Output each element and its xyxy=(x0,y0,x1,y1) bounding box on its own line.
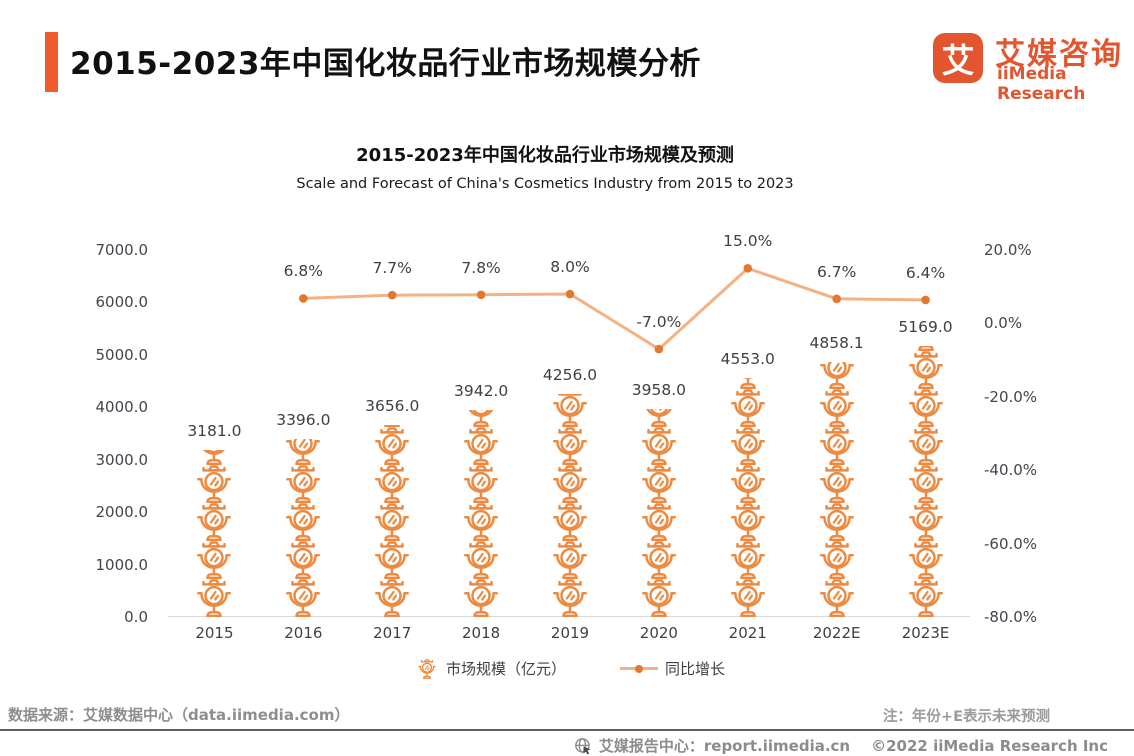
legend-item-market-scale: 市场规模（亿元） xyxy=(415,658,566,679)
line-value-label: 8.0% xyxy=(550,258,590,277)
x-axis-label: 2019 xyxy=(550,624,590,642)
data-source-text: 数据来源：艾媒数据中心（data.iimedia.com） xyxy=(8,706,350,724)
y-axis-tick-left: 5000.0 xyxy=(95,345,149,364)
chart-legend: 市场规模（亿元） 同比增长 xyxy=(170,658,970,679)
chart-title: 2015-2023年中国化妆品行业市场规模及预测 xyxy=(356,145,734,166)
x-axis-label: 2022E xyxy=(812,624,861,642)
y-axis-tick-right: -20.0% xyxy=(984,387,1038,406)
y-axis-tick-right: -40.0% xyxy=(984,461,1038,480)
y-axis-tick-left: 3000.0 xyxy=(95,450,149,469)
x-axis-label: 2020 xyxy=(639,624,678,642)
y-axis-tick-right: 0.0% xyxy=(984,314,1023,333)
y-axis-tick-right: 20.0% xyxy=(984,241,1032,259)
title-accent-bar xyxy=(45,32,58,92)
line-point xyxy=(921,295,930,305)
x-axis-label: 2021 xyxy=(728,624,767,642)
legend-label-market-scale: 市场规模（亿元） xyxy=(445,660,566,678)
line-value-label: 6.8% xyxy=(283,262,324,281)
y-axis-tick-left: 0.0 xyxy=(124,608,148,626)
brand-name-en: iiMedia Research xyxy=(997,64,1086,104)
x-axis-label: 2018 xyxy=(462,624,501,642)
report-center-strip: 艾媒报告中心：report.iimedia.cn ©2022 iiMedia R… xyxy=(574,735,1108,756)
bar-value-label: 3181.0 xyxy=(187,422,242,441)
legend-item-yoy-growth: 同比增长 xyxy=(620,658,725,679)
growth-line xyxy=(303,266,926,351)
line-value-label: 7.8% xyxy=(461,258,501,277)
bar-value-label: 3958.0 xyxy=(631,381,686,400)
bar-value-label: 3942.0 xyxy=(453,382,509,401)
x-axis-label: 2023E xyxy=(901,624,950,642)
footer-divider xyxy=(0,729,1134,731)
y-axis-tick-left: 7000.0 xyxy=(95,241,149,259)
globe-icon xyxy=(574,737,592,755)
chart-subtitle: Scale and Forecast of China's Cosmetics … xyxy=(296,176,794,192)
y-axis-tick-left: 2000.0 xyxy=(95,503,149,522)
y-axis-tick-right: -80.0% xyxy=(984,608,1038,626)
report-center-text: 艾媒报告中心：report.iimedia.cn xyxy=(598,737,851,755)
x-axis-label: 2017 xyxy=(373,624,412,642)
x-axis-label: 2016 xyxy=(284,624,323,642)
line-value-label: 6.7% xyxy=(816,262,857,281)
bar-value-label: 5169.0 xyxy=(898,317,953,336)
line-sample-icon xyxy=(620,664,658,673)
logo-glyph: 艾 xyxy=(941,41,975,80)
y-axis-tick-left: 4000.0 xyxy=(95,398,149,417)
cosmetic-mirror-icon xyxy=(415,659,439,679)
copyright-text: ©2022 iiMedia Research Inc xyxy=(871,736,1108,755)
bar-value-label: 3396.0 xyxy=(276,410,331,429)
bar-value-label: 4256.0 xyxy=(542,365,598,384)
page-title: 2015-2023年中国化妆品行业市场规模分析 xyxy=(70,46,701,82)
growth-line-series xyxy=(299,264,930,354)
bar-value-label: 4553.0 xyxy=(720,350,775,369)
line-point xyxy=(743,264,753,273)
line-point xyxy=(476,290,486,300)
line-value-label: 15.0% xyxy=(723,232,773,251)
brand-name-cn: 艾媒咨询 xyxy=(995,37,1123,72)
y-axis-tick-left: 6000.0 xyxy=(95,293,149,312)
line-value-label: -7.0% xyxy=(636,313,682,332)
line-point xyxy=(832,294,841,304)
line-value-label: 6.4% xyxy=(905,263,946,282)
bar-value-label: 3656.0 xyxy=(365,397,420,416)
x-axis-label: 2015 xyxy=(195,624,234,642)
bar-value-label: 4858.1 xyxy=(809,334,864,353)
forecast-note-text: 注：年份+E表示未来预测 xyxy=(882,709,1050,725)
legend-label-yoy-growth: 同比增长 xyxy=(665,660,726,678)
line-point xyxy=(654,344,664,354)
line-point xyxy=(565,289,575,299)
line-point xyxy=(387,290,397,300)
line-point xyxy=(299,294,308,303)
y-axis-tick-right: -60.0% xyxy=(984,534,1038,553)
iimedia-logo: 艾 xyxy=(933,33,983,83)
y-axis-tick-left: 1000.0 xyxy=(95,555,149,574)
line-value-label: 7.7% xyxy=(372,259,412,278)
